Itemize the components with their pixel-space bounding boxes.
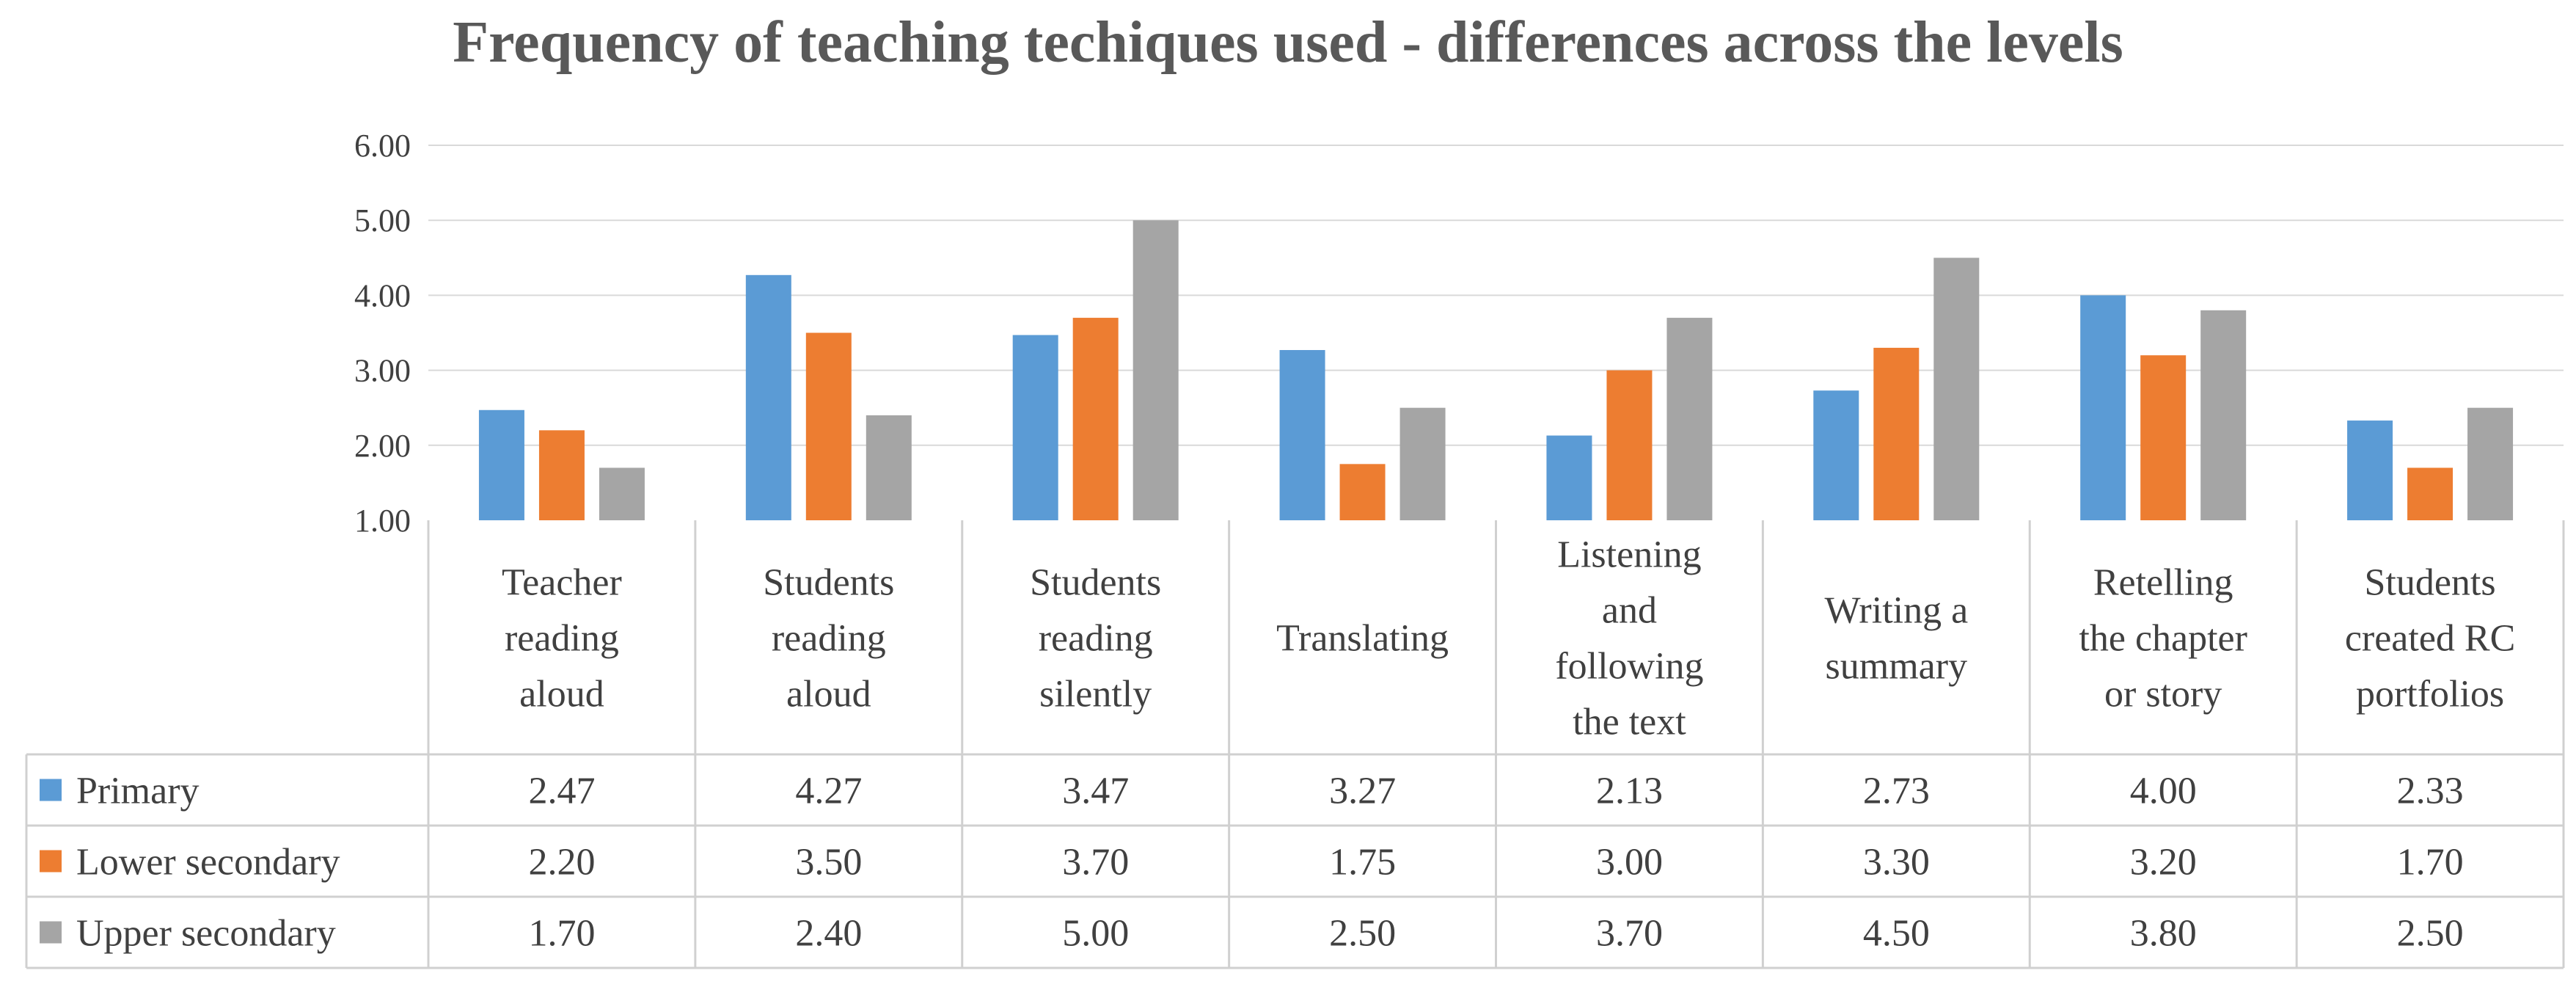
table-cell-value: 3.70 [1062,842,1129,884]
y-tick-label: 5.00 [354,203,411,238]
category-label-line: reading [505,618,619,660]
bar-upper-secondary [1133,220,1179,520]
y-tick-label: 2.00 [354,428,411,464]
table-cell-value: 3.50 [795,842,862,884]
category-label: Listening and following the text [1555,534,1703,743]
category-label-line: summary [1826,646,1968,688]
table-cell-value: 2.13 [1596,771,1663,812]
bar-primary [2347,420,2393,520]
legend-label: Primary [76,771,200,812]
bar-lower-secondary [805,332,852,520]
category-label-line: or story [2104,674,2222,715]
bar-upper-secondary [599,467,645,520]
bar-primary [1012,335,1058,520]
category-label-line: Students [2364,562,2495,604]
bar-upper-secondary [2200,310,2247,520]
bar-upper-secondary [1666,318,1713,520]
legend-label: Lower secondary [76,842,340,884]
table-cell-value: 3.80 [2130,913,2197,955]
bar-primary [1546,435,1592,520]
table-cell-value: 4.27 [795,771,862,812]
category-label-line: and [1602,590,1657,632]
bar-lower-secondary [538,430,585,520]
category-label-line: reading [1039,618,1153,660]
table-cell-value: 5.00 [1062,913,1129,955]
category-label-line: Listening [1557,534,1701,576]
bar-upper-secondary [1399,407,1446,520]
bars [478,220,2514,520]
bar-lower-secondary [1339,464,1386,520]
category-label-line: aloud [519,674,604,715]
bar-lower-secondary [1606,370,1653,520]
legend-swatch [40,779,62,801]
table-cell-value: 2.50 [2397,913,2464,955]
table-cell-value: 1.70 [2397,842,2464,884]
table-cell-value: 3.70 [1596,913,1663,955]
category-label-line: Retelling [2093,562,2233,604]
bar-upper-secondary [1933,258,1980,520]
category-label-line: created RC [2345,618,2515,660]
bar-primary [2080,295,2126,520]
bar-lower-secondary [2407,467,2454,520]
category-label-line: aloud [786,674,871,715]
table-cell-value: 2.40 [795,913,862,955]
bar-upper-secondary [866,415,912,520]
bar-primary [478,409,524,520]
bar-upper-secondary [2467,407,2514,520]
bar-primary [1813,390,1859,520]
table-cell-value: 3.30 [1863,842,1930,884]
bar-primary [745,274,791,520]
table-cell-value: 4.50 [1863,913,1930,955]
bar-lower-secondary [2140,355,2187,520]
table-cell-value: 4.00 [2130,771,2197,812]
bar-lower-secondary [1072,318,1119,520]
category-label-line: the chapter [2079,618,2247,660]
category-label-line: Students [763,562,894,604]
category-label: Retelling the chapter or story [2079,562,2247,715]
table-cell-value: 1.70 [528,913,595,955]
category-label: Translating [1276,618,1449,660]
bar-primary [1279,350,1325,520]
category-label-line: Writing a [1824,590,1968,632]
table-cell-value: 2.73 [1863,771,1930,812]
table-cell-value: 1.75 [1329,842,1396,884]
category-label: Students reading aloud [763,562,894,715]
y-tick-label: 1.00 [354,503,411,539]
table-cell-value: 2.47 [528,771,595,812]
table-cell-value: 3.00 [1596,842,1663,884]
chart-title: Frequency of teaching techiques used - d… [453,10,2123,75]
category-label-line: reading [772,618,886,660]
category-label-line: Students [1030,562,1161,604]
y-tick-label: 6.00 [354,128,411,164]
legend-label: Upper secondary [76,913,336,955]
category-label-line: the text [1573,702,1686,743]
category-label-line: silently [1039,674,1152,715]
legend-swatch [40,921,62,944]
category-label: Students reading silently [1030,562,1161,715]
y-tick-label: 4.00 [354,277,411,313]
category-label-line: Translating [1276,618,1449,660]
table-cell-value: 3.47 [1062,771,1129,812]
table-cell-value: 3.20 [2130,842,2197,884]
category-label: Students created RC portfolios [2345,562,2515,715]
y-axis: 1.00 2.00 3.00 4.00 5.00 6.00 [354,128,411,539]
category-label-line: following [1555,646,1703,688]
table-cell-value: 2.20 [528,842,595,884]
legend-swatch [40,850,62,873]
table-cell-value: 2.33 [2397,771,2464,812]
category-label: Writing a summary [1824,590,1968,688]
table-cell-value: 2.50 [1329,913,1396,955]
table-cell-value: 3.27 [1329,771,1396,812]
category-label-line: Teacher [502,562,622,604]
bar-lower-secondary [1873,347,1920,520]
y-tick-label: 3.00 [354,353,411,389]
category-label: Teacher reading aloud [502,562,622,715]
category-label-line: portfolios [2356,674,2504,715]
